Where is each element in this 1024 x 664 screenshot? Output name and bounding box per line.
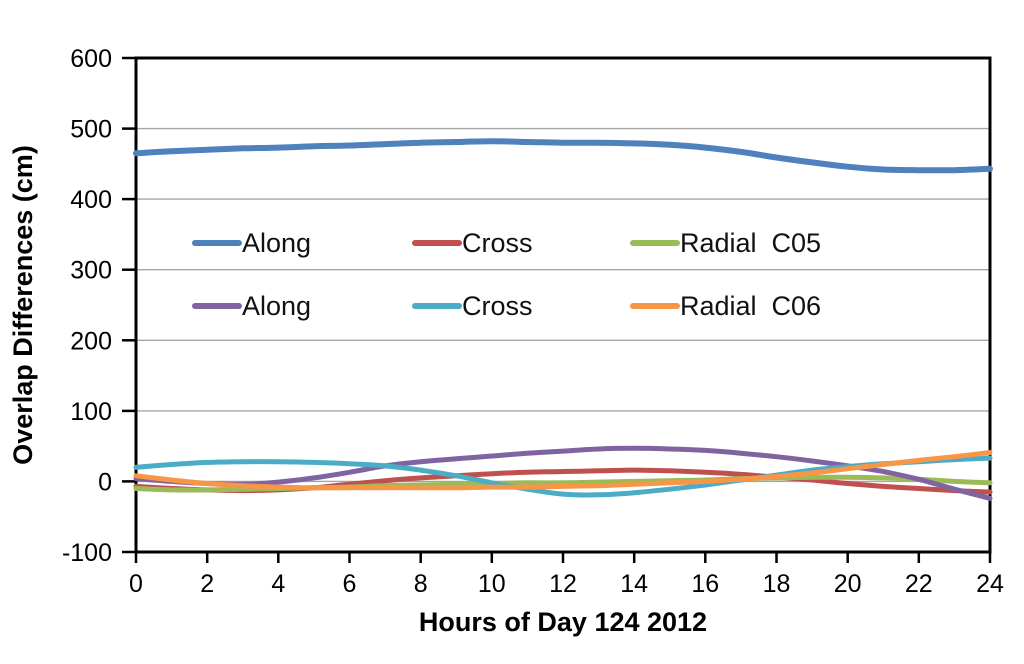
x-tick-label-16: 16 [691,570,719,598]
x-tick-label-2: 2 [200,570,214,598]
x-tick-label-22: 22 [905,570,933,598]
y-tick-label-600: 600 [70,45,112,73]
x-tick-label-12: 12 [549,570,577,598]
x-tick-label-6: 6 [343,570,357,598]
legend: Along Cross Radial C05 Along Cross Radial C06 [192,228,821,321]
x-axis-title: Hours of Day 124 2012 [419,607,707,637]
y-tick-label-100: 100 [70,398,112,426]
series-line-radial-c06 [133,450,993,491]
y-tick-label-400: 400 [70,186,112,214]
x-tick-label-4: 4 [271,570,285,598]
x-tick-label-24: 24 [976,570,1004,598]
x-tick-label-18: 18 [763,570,791,598]
series-line-along-c05 [133,138,993,174]
legend-label-radial-c06: Radial C06 [680,291,821,321]
y-tick-label--100: -100 [62,539,112,567]
legend-label-along-c05: Along [242,228,311,258]
x-tick-label-14: 14 [620,570,648,598]
legend-label-along-c06: Along [242,291,311,321]
x-tick-label-8: 8 [414,570,428,598]
legend-label-cross-c06: Cross [462,291,533,321]
x-tick-label-20: 20 [834,570,862,598]
y-tick-label-500: 500 [70,116,112,144]
x-tick-label-0: 0 [129,570,143,598]
y-axis-title: Overlap Differences (cm) [8,145,38,465]
legend-label-radial-c05: Radial C05 [680,228,821,258]
series-lines [133,138,993,501]
y-tick-label-300: 300 [70,257,112,285]
y-tick-label-200: 200 [70,327,112,355]
x-tick-label-10: 10 [478,570,506,598]
y-tick-label-0: 0 [98,468,112,496]
legend-label-cross-c05: Cross [462,228,533,258]
